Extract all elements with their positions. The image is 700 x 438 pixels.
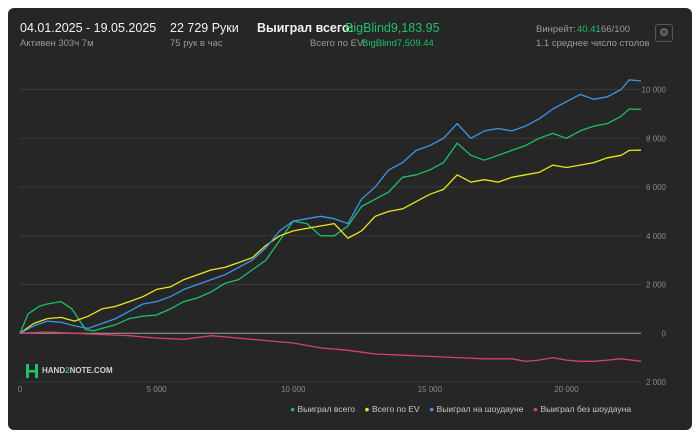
chart-legend: ● Выиграл всего ● Всего по EV ● Выиграл … <box>290 404 631 414</box>
x-tick-label: 5 000 <box>147 385 168 394</box>
avg-tables: 1.1 среднее число столов <box>536 38 650 49</box>
winrate-sample: 66/100 <box>601 24 631 35</box>
logo-icon <box>26 364 38 378</box>
y-tick-label: 4 000 <box>646 232 667 241</box>
ev-total-value: BigBlind7,509.44 <box>362 38 434 49</box>
x-tick-label: 0 <box>18 385 23 394</box>
hands-per-hour: 75 рук в час <box>170 38 223 49</box>
logo-text: HAND2NOTE.COM <box>42 366 113 375</box>
legend-item-won[interactable]: ● Выиграл всего <box>290 404 355 414</box>
series-line-won <box>19 108 642 334</box>
x-tick-label: 10 000 <box>281 385 306 394</box>
series-line-ev <box>19 149 642 334</box>
series-line-showdown <box>19 79 642 334</box>
y-tick-label: 0 <box>662 329 667 338</box>
legend-item-non-showdown[interactable]: ● Выиграл без шоудауна <box>532 404 632 414</box>
legend-item-ev[interactable]: ● Всего по EV <box>364 404 420 414</box>
x-tick-label: 15 000 <box>418 385 443 394</box>
hands-count: 22 729 Руки <box>170 21 239 35</box>
legend-item-showdown[interactable]: ● Выиграл на шоудауне <box>429 404 524 414</box>
x-tick-label: 20 000 <box>554 385 579 394</box>
y-tick-label: 8 000 <box>646 134 667 143</box>
y-tick-label: 2 000 <box>646 378 667 387</box>
series-line-non-showdown <box>19 331 642 362</box>
ev-total-label: Всего по EV: <box>310 38 366 49</box>
winrate-label: Винрейт: <box>536 24 576 35</box>
won-total-label: Выиграл всего: <box>257 21 354 35</box>
y-tick-label: 6 000 <box>646 183 667 192</box>
winrate-value: 40.41 <box>577 24 601 35</box>
y-tick-label: 10 000 <box>642 86 667 95</box>
active-time: Активен 303ч 7м <box>20 38 94 49</box>
y-tick-label: 2 000 <box>646 281 667 290</box>
gear-icon[interactable]: ⚙ <box>655 24 673 42</box>
date-range: 04.01.2025 - 19.05.2025 <box>20 21 157 35</box>
won-total-value: BigBlind9,183.95 <box>345 21 440 35</box>
